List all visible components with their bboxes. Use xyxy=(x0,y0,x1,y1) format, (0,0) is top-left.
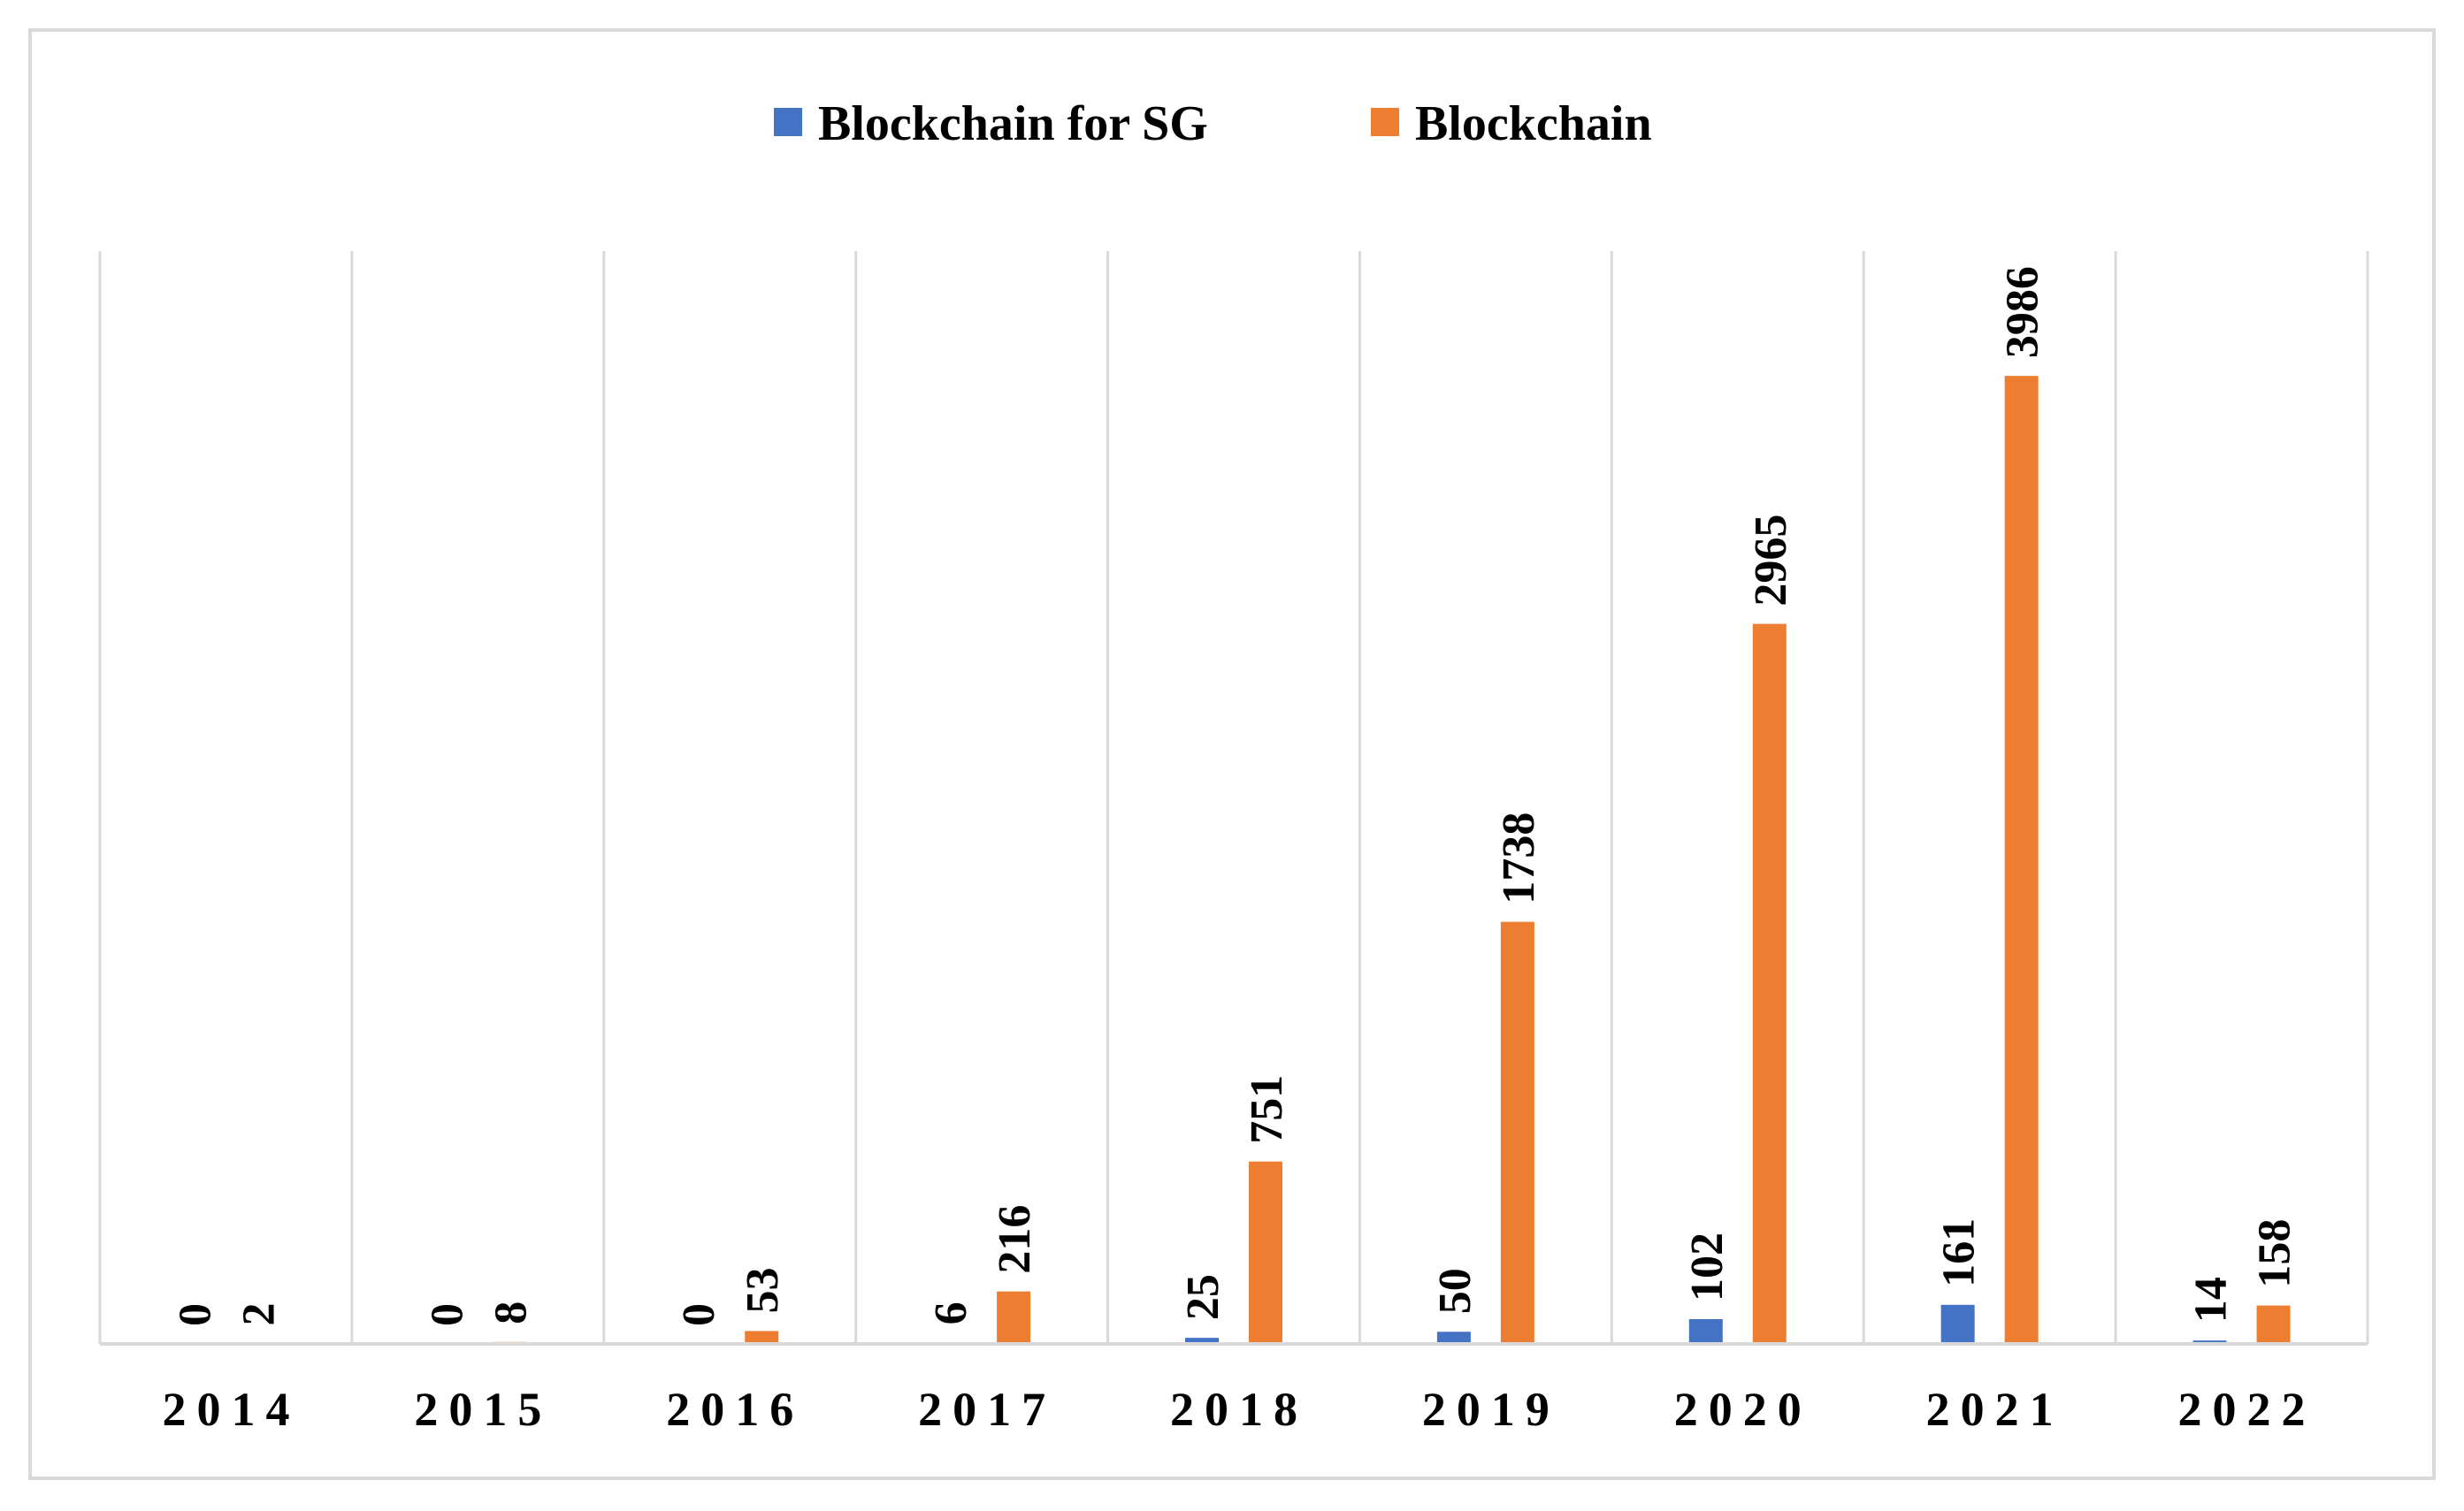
bar-blockchain-2022 xyxy=(2256,1305,2291,1344)
bars xyxy=(241,376,2291,1344)
x-tick-label-2014: 2014 xyxy=(162,1383,300,1436)
data-label-blockchain-for-sg-2019: 50 xyxy=(1430,1268,1481,1314)
x-tick-label-2017: 2017 xyxy=(918,1383,1056,1436)
data-labels: 0 2 0 8 053 621625751501738102296516139861415… xyxy=(170,266,2299,1326)
gridlines xyxy=(98,251,2369,1344)
legend-label-blockchain-for-sg: Blockchain for SG xyxy=(818,96,1208,151)
x-tick-label-2021: 2021 xyxy=(1926,1383,2064,1436)
bar-blockchain-for-sg-2018 xyxy=(1185,1338,1219,1344)
bar-blockchain-2020 xyxy=(1752,623,1787,1344)
x-tick-label-2018: 2018 xyxy=(1170,1383,1308,1436)
data-label-blockchain-for-sg-2021: 161 xyxy=(1934,1218,1985,1287)
x-tick-label-2020: 2020 xyxy=(1674,1383,1812,1436)
bar-blockchain-2016 xyxy=(745,1331,779,1344)
data-label-blockchain-for-sg-2015: 0 xyxy=(422,1303,472,1326)
bar-blockchain-for-sg-2021 xyxy=(1940,1304,1975,1344)
legend-swatch-blockchain-for-sg xyxy=(774,108,802,136)
data-label-blockchain-2019: 1738 xyxy=(1494,813,1544,904)
data-label-blockchain-for-sg-2017: 6 xyxy=(926,1301,976,1324)
bar-blockchain-2018 xyxy=(1249,1161,1282,1344)
data-label-blockchain-2021: 3986 xyxy=(1998,266,2048,358)
x-axis-tick-labels: 2014 2015 2016 2017 2018 2019 2020 2021 2022 xyxy=(162,1383,2316,1436)
bar-blockchain-2019 xyxy=(1500,921,1534,1344)
bar-blockchain-for-sg-2019 xyxy=(1436,1332,1471,1344)
data-label-blockchain-for-sg-2018: 25 xyxy=(1178,1274,1228,1320)
x-tick-label-2015: 2015 xyxy=(414,1383,552,1436)
x-tick-label-2019: 2019 xyxy=(1422,1383,1560,1436)
data-label-blockchain-for-sg-2020: 102 xyxy=(1682,1232,1733,1301)
data-label-blockchain-2017: 216 xyxy=(990,1205,1040,1274)
bar-blockchain-2021 xyxy=(2004,376,2039,1344)
data-label-blockchain-2016: 53 xyxy=(738,1267,788,1313)
data-label-blockchain-2018: 751 xyxy=(1242,1075,1292,1144)
bar-blockchain-for-sg-2020 xyxy=(1688,1318,1723,1344)
data-label-blockchain-2014: 2 xyxy=(233,1302,284,1325)
data-label-blockchain-for-sg-2014: 0 xyxy=(170,1303,220,1326)
x-tick-label-2022: 2022 xyxy=(2178,1383,2316,1436)
data-label-blockchain-2020: 2965 xyxy=(1746,515,1796,607)
data-label-blockchain-for-sg-2022: 14 xyxy=(2186,1277,2237,1323)
legend: Blockchain for SG Blockchain xyxy=(774,96,1652,151)
legend-label-blockchain: Blockchain xyxy=(1415,96,1652,151)
legend-swatch-blockchain xyxy=(1371,108,1399,136)
data-label-blockchain-2015: 8 xyxy=(486,1301,536,1324)
x-tick-label-2016: 2016 xyxy=(666,1383,804,1436)
data-label-blockchain-2022: 158 xyxy=(2250,1219,2300,1288)
data-label-blockchain-for-sg-2016: 0 xyxy=(674,1303,724,1326)
bar-blockchain-2017 xyxy=(997,1291,1031,1344)
